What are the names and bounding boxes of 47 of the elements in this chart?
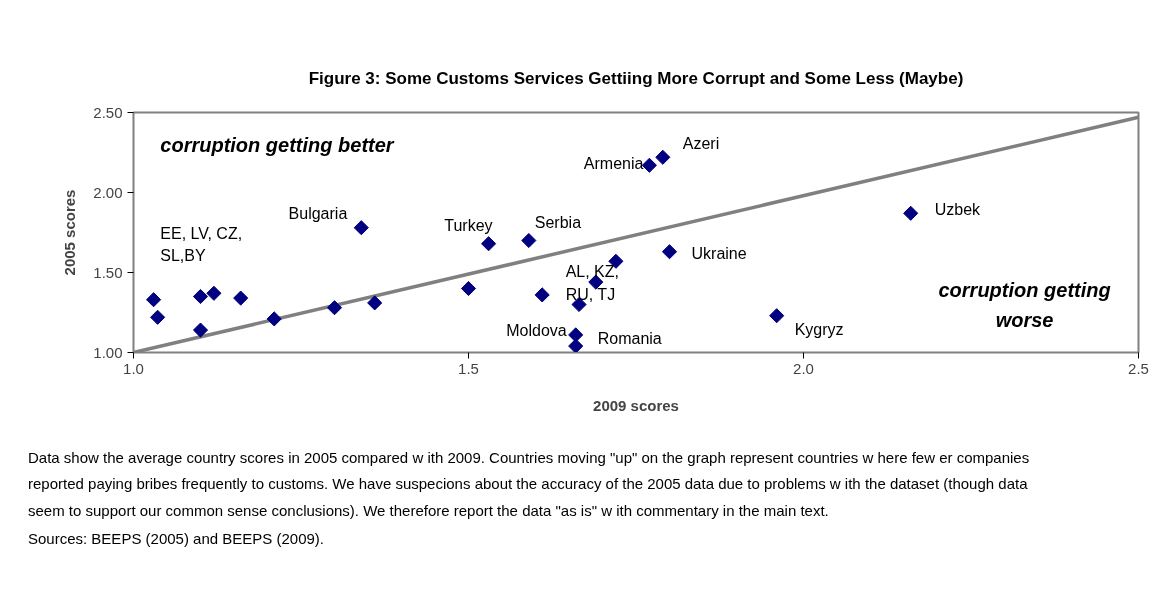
y-axis-title: 2005 scores bbox=[61, 189, 79, 276]
x-tick-label: 1.0 bbox=[123, 359, 144, 377]
point bbox=[233, 290, 249, 306]
annotation: Armenia bbox=[583, 154, 644, 172]
point bbox=[266, 311, 282, 327]
point bbox=[903, 205, 919, 221]
x-tick-label: 1.5 bbox=[458, 359, 479, 377]
annotation: corruption getting worse bbox=[938, 278, 1111, 331]
annotation: Uzbek bbox=[934, 200, 982, 218]
annotation: Romania bbox=[597, 329, 662, 347]
chart-title: Figure 3: Some Customs Services Gettiing More Corrupt and Some Less (Maybe) bbox=[308, 68, 964, 88]
y-tick-label: 2.50 bbox=[93, 103, 123, 121]
point bbox=[521, 232, 537, 249]
annotation: Bulgaria bbox=[288, 205, 348, 223]
point bbox=[206, 285, 222, 301]
annotation: AL, KZ, RU, TJ bbox=[565, 262, 620, 303]
point bbox=[150, 309, 166, 325]
y-tick-label: 1.00 bbox=[93, 343, 123, 361]
y-tick-label: 2.00 bbox=[93, 183, 123, 201]
point bbox=[460, 280, 477, 297]
y-tick-label: 1.50 bbox=[93, 263, 123, 281]
point bbox=[367, 295, 383, 311]
point bbox=[568, 327, 584, 343]
x-tick-label: 2.0 bbox=[793, 359, 814, 377]
point bbox=[353, 220, 369, 236]
x-axis-title: 2009 scores bbox=[593, 396, 679, 414]
text: Data show the average country scores in 2005 compared w ith 2009. Countries moving "up" on the graph represent countries w here few er companies reported paying bribes frequently to customs. We have suspecions about the accuracy of the 2005 data due to problems w ith the dataset (though data seem to support our common sense conclusions). We therefore report the data "as is" w ith commentary in the main text. bbox=[28, 448, 1031, 521]
point bbox=[326, 300, 343, 316]
point bbox=[769, 308, 785, 324]
annotation: Moldova bbox=[506, 322, 567, 340]
point bbox=[534, 287, 550, 303]
source-note: Sources: BEEPS (2005) and BEEPS (2009). bbox=[28, 528, 325, 549]
annotation: Ukraine bbox=[691, 245, 747, 263]
point bbox=[192, 288, 209, 305]
annotation: Serbia bbox=[534, 214, 582, 231]
point bbox=[192, 322, 209, 338]
annotation: EE, LV, CZ, SL,BY bbox=[160, 224, 243, 265]
point bbox=[661, 244, 678, 260]
annotation: Turkey bbox=[444, 217, 493, 235]
annotation: Kygryz bbox=[794, 321, 844, 339]
annotation: corruption getting better bbox=[160, 133, 395, 156]
x-tick-label: 2.5 bbox=[1128, 359, 1149, 377]
point bbox=[568, 338, 584, 353]
annotation: Azeri bbox=[682, 134, 720, 152]
point bbox=[655, 149, 671, 165]
point bbox=[146, 292, 162, 308]
point bbox=[481, 236, 497, 252]
